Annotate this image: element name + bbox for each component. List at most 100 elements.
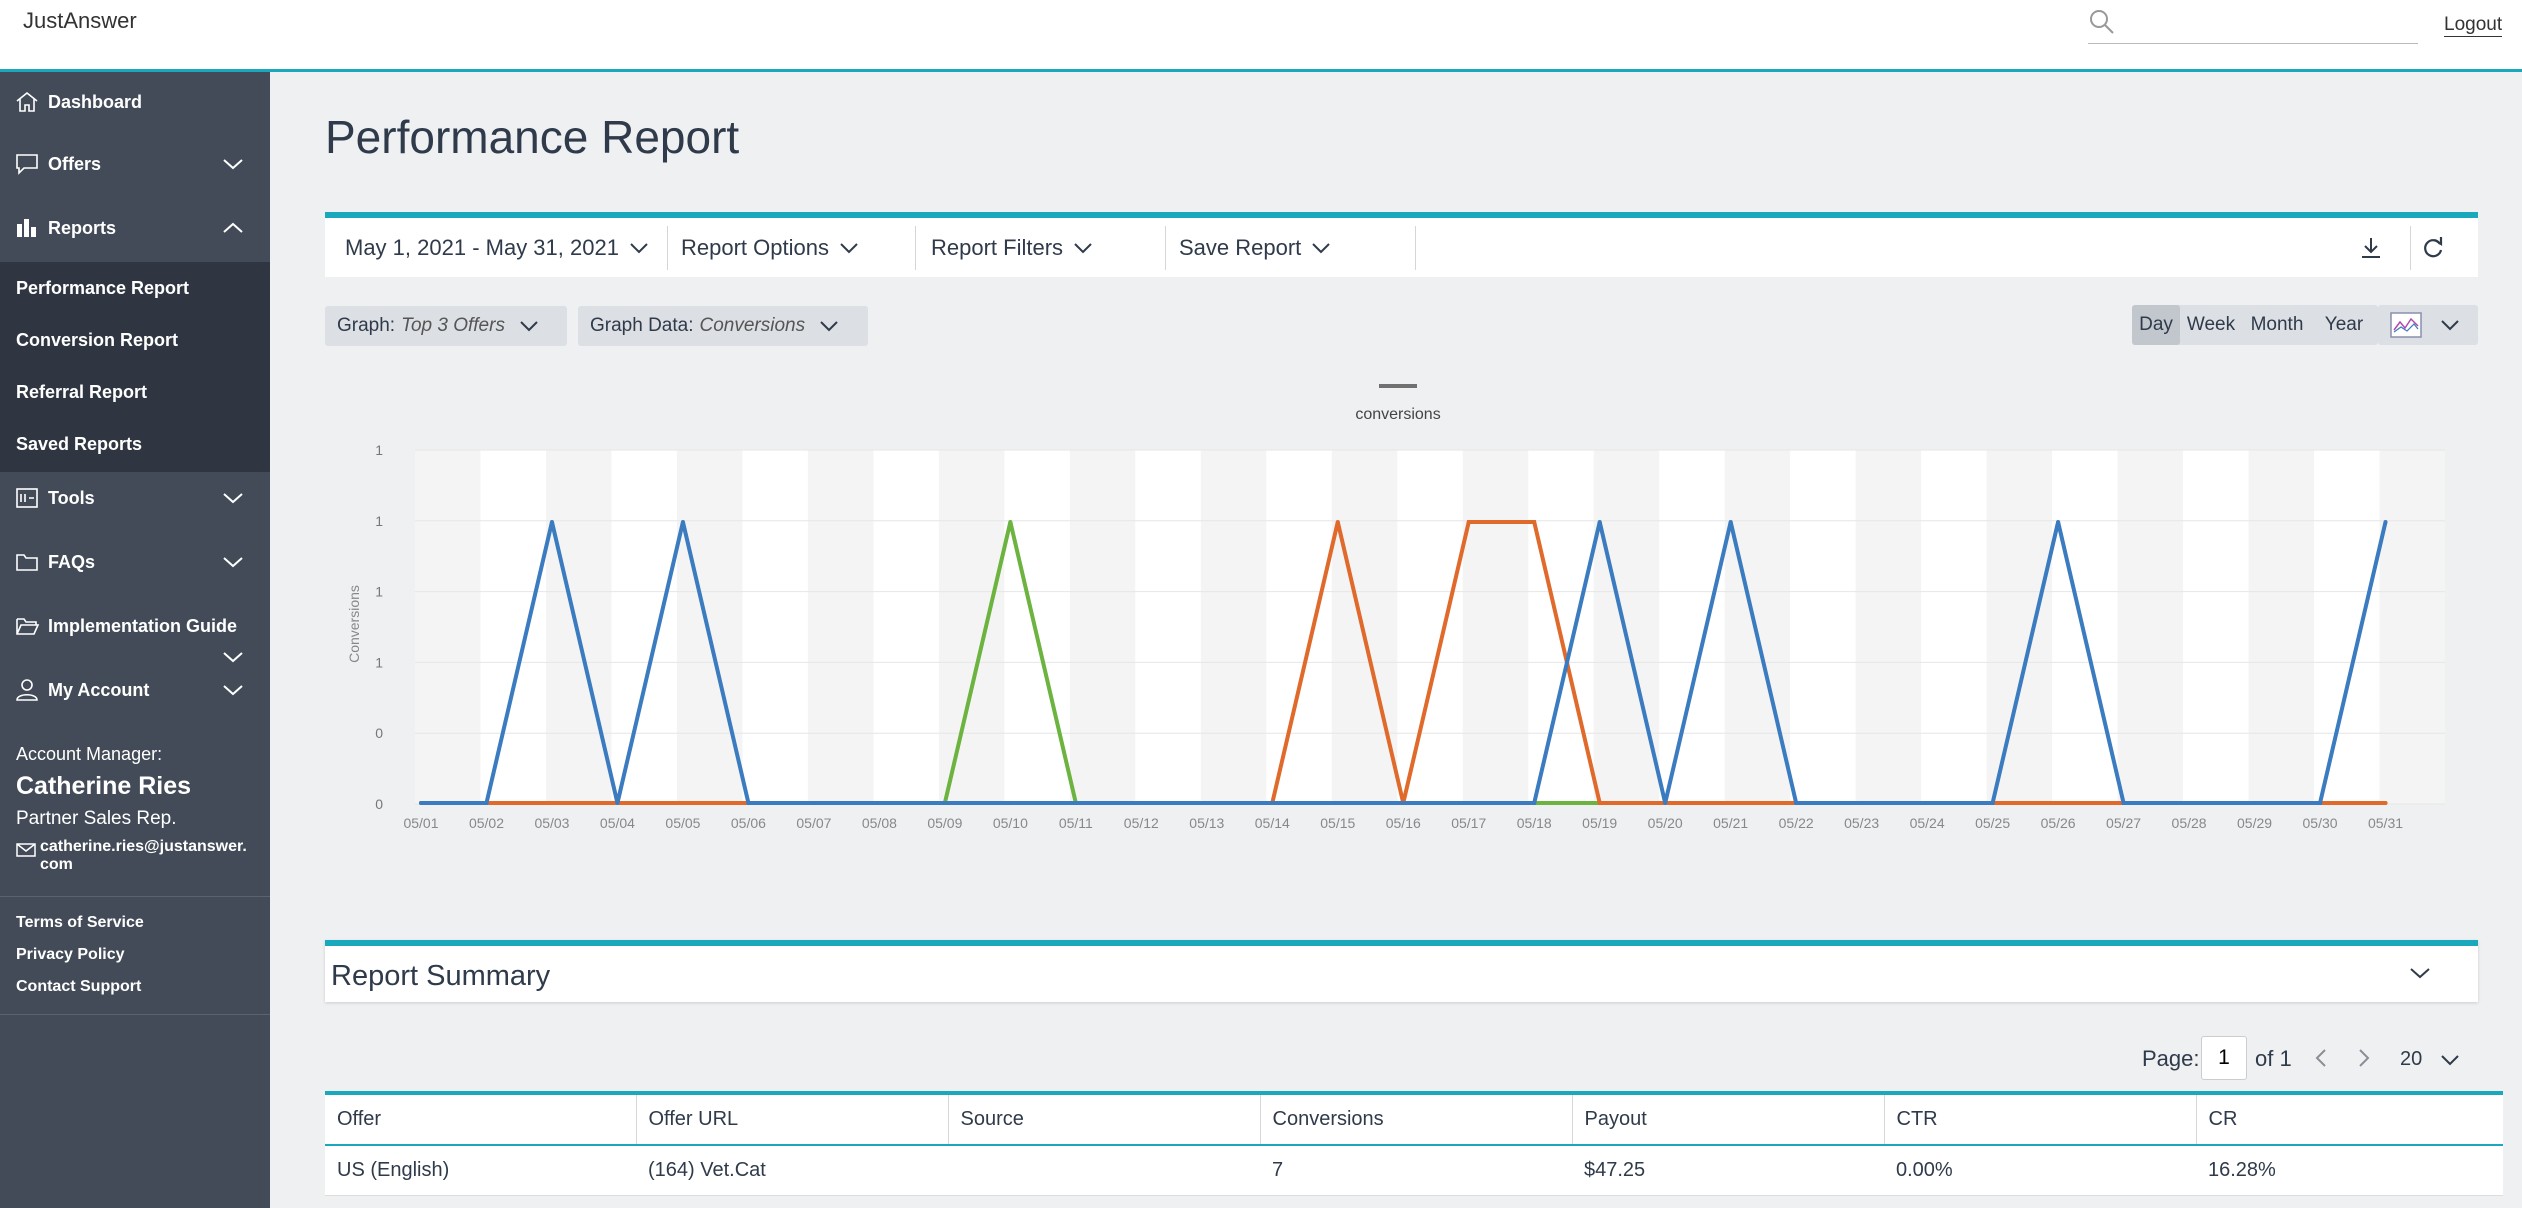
page-number-input[interactable]	[2201, 1036, 2247, 1080]
data-point[interactable]	[419, 801, 423, 805]
report-filters-dropdown[interactable]: Report Filters	[931, 218, 1093, 277]
data-point[interactable]	[2121, 801, 2126, 805]
data-point[interactable]	[1794, 801, 1799, 805]
data-point[interactable]	[680, 520, 685, 524]
submenu-conversion-report[interactable]: Conversion Report	[16, 330, 179, 350]
report-options-dropdown[interactable]: Report Options	[681, 218, 859, 277]
data-point[interactable]	[2187, 801, 2192, 805]
account-manager-email[interactable]: catherine.ries@justanswer. com	[40, 838, 247, 874]
period-day-button[interactable]: Day	[2132, 305, 2180, 345]
search-input[interactable]	[2128, 8, 2408, 38]
data-point[interactable]	[746, 801, 751, 805]
x-tick-label: 05/14	[1255, 815, 1290, 831]
data-point[interactable]	[1532, 520, 1537, 524]
chart-type-dropdown[interactable]	[2378, 305, 2478, 345]
sidebar-item-reports[interactable]: Reports	[0, 204, 270, 252]
data-point[interactable]	[877, 801, 882, 805]
sidebar-item-dashboard[interactable]: Dashboard	[0, 78, 270, 126]
data-point[interactable]	[1335, 520, 1340, 524]
x-tick-label: 05/26	[2041, 815, 2076, 831]
graph-data-dropdown[interactable]: Graph Data: Conversions	[578, 306, 868, 346]
chevron-down-icon[interactable]	[2409, 966, 2431, 980]
brand-logo[interactable]: JustAnswer	[23, 8, 137, 33]
submenu-referral-report[interactable]: Referral Report	[16, 382, 148, 402]
data-point[interactable]	[1728, 520, 1733, 524]
terms-of-service-link[interactable]: Terms of Service	[16, 914, 144, 931]
data-point[interactable]	[1270, 801, 1275, 805]
sidebar-item-tools[interactable]: Tools	[0, 474, 270, 522]
data-point[interactable]	[1728, 801, 1733, 805]
data-point[interactable]	[2383, 801, 2388, 805]
data-point[interactable]	[1073, 801, 1078, 805]
toolbar-divider	[2410, 226, 2411, 270]
data-point[interactable]	[549, 520, 554, 524]
save-report-dropdown[interactable]: Save Report	[1179, 218, 1331, 277]
sidebar-item-offers[interactable]: Offers	[0, 140, 270, 188]
data-point[interactable]	[2056, 801, 2061, 805]
data-point[interactable]	[1466, 801, 1471, 805]
table-row[interactable]: US (English) (164) Vet.Cat 7 $47.25 0.00…	[325, 1145, 2503, 1196]
legend-swatch[interactable]	[1379, 384, 1417, 388]
graph-type-dropdown[interactable]: Graph: Top 3 Offers	[325, 306, 567, 346]
chevron-down-icon[interactable]	[222, 650, 244, 664]
sidebar-item-implementation-guide[interactable]: Implementation Guide	[0, 602, 270, 650]
x-tick-label: 05/17	[1451, 815, 1486, 831]
data-point[interactable]	[1925, 801, 1930, 805]
data-point[interactable]	[680, 801, 685, 805]
column-header-source[interactable]: Source	[948, 1093, 1261, 1145]
submenu-performance-report[interactable]: Performance Report	[16, 278, 190, 298]
data-point[interactable]	[549, 801, 554, 805]
home-icon	[16, 91, 38, 112]
column-header-ctr[interactable]: CTR	[1884, 1093, 2197, 1145]
data-point[interactable]	[2252, 801, 2257, 805]
data-point[interactable]	[1335, 801, 1340, 805]
data-point[interactable]	[1597, 520, 1602, 524]
sidebar-item-label: Dashboard	[48, 91, 143, 112]
plot-band	[938, 450, 1005, 804]
data-point[interactable]	[1597, 801, 1602, 805]
page-count: of 1	[2255, 1046, 2292, 1071]
data-point[interactable]	[1532, 801, 1537, 805]
data-point[interactable]	[1859, 801, 1864, 805]
sidebar-item-faqs[interactable]: FAQs	[0, 538, 270, 586]
chevron-right-icon[interactable]	[2356, 1048, 2372, 1068]
chevron-down-icon	[520, 321, 538, 332]
data-point[interactable]	[2383, 520, 2388, 524]
submenu-saved-reports[interactable]: Saved Reports	[16, 434, 143, 454]
plot-band	[1331, 450, 1398, 804]
column-header-offer-url[interactable]: Offer URL	[636, 1093, 949, 1145]
column-header-conversions[interactable]: Conversions	[1260, 1093, 1573, 1145]
download-icon[interactable]	[2355, 232, 2387, 264]
logout-link[interactable]: Logout	[2444, 14, 2503, 37]
data-point[interactable]	[484, 801, 489, 805]
x-tick-label: 05/12	[1124, 815, 1159, 831]
chevron-left-icon[interactable]	[2313, 1048, 2329, 1068]
search-box[interactable]	[2088, 4, 2418, 44]
data-point[interactable]	[811, 801, 816, 805]
column-header-offer[interactable]: Offer	[325, 1093, 637, 1145]
period-year-button[interactable]: Year	[2324, 314, 2364, 335]
data-point[interactable]	[2056, 520, 2061, 524]
data-point[interactable]	[1401, 801, 1406, 805]
column-header-cr[interactable]: CR	[2208, 1108, 2238, 1130]
data-point[interactable]	[1139, 801, 1144, 805]
data-point[interactable]	[2318, 801, 2323, 805]
data-point[interactable]	[1008, 520, 1013, 524]
contact-support-link[interactable]: Contact Support	[16, 978, 142, 995]
period-month-button[interactable]: Month	[2250, 314, 2304, 335]
privacy-policy-link[interactable]: Privacy Policy	[16, 946, 125, 963]
refresh-icon[interactable]	[2417, 232, 2449, 264]
page-size-dropdown[interactable]: 20	[2400, 1040, 2470, 1078]
data-point[interactable]	[1204, 801, 1209, 805]
data-point[interactable]	[942, 801, 947, 805]
data-point[interactable]	[1663, 801, 1668, 805]
plot-band	[2379, 450, 2445, 804]
column-header-payout[interactable]: Payout	[1572, 1093, 1885, 1145]
period-week-button[interactable]: Week	[2186, 314, 2236, 335]
sidebar-item-my-account[interactable]: My Account	[0, 666, 270, 714]
date-range-dropdown[interactable]: May 1, 2021 - May 31, 2021	[345, 218, 649, 277]
data-point[interactable]	[1466, 520, 1471, 524]
data-point[interactable]	[615, 801, 620, 805]
data-point[interactable]	[1008, 801, 1013, 805]
data-point[interactable]	[1990, 801, 1995, 805]
